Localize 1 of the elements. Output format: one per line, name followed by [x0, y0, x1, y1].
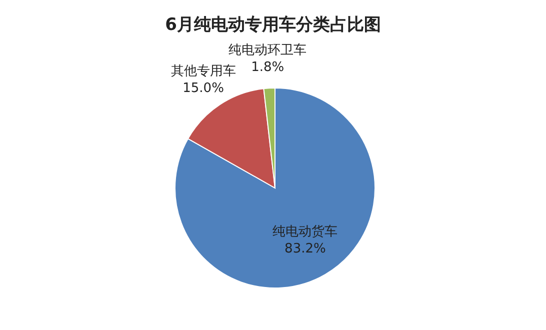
title: 6月纯电动专用车分类占比图: [165, 15, 381, 35]
